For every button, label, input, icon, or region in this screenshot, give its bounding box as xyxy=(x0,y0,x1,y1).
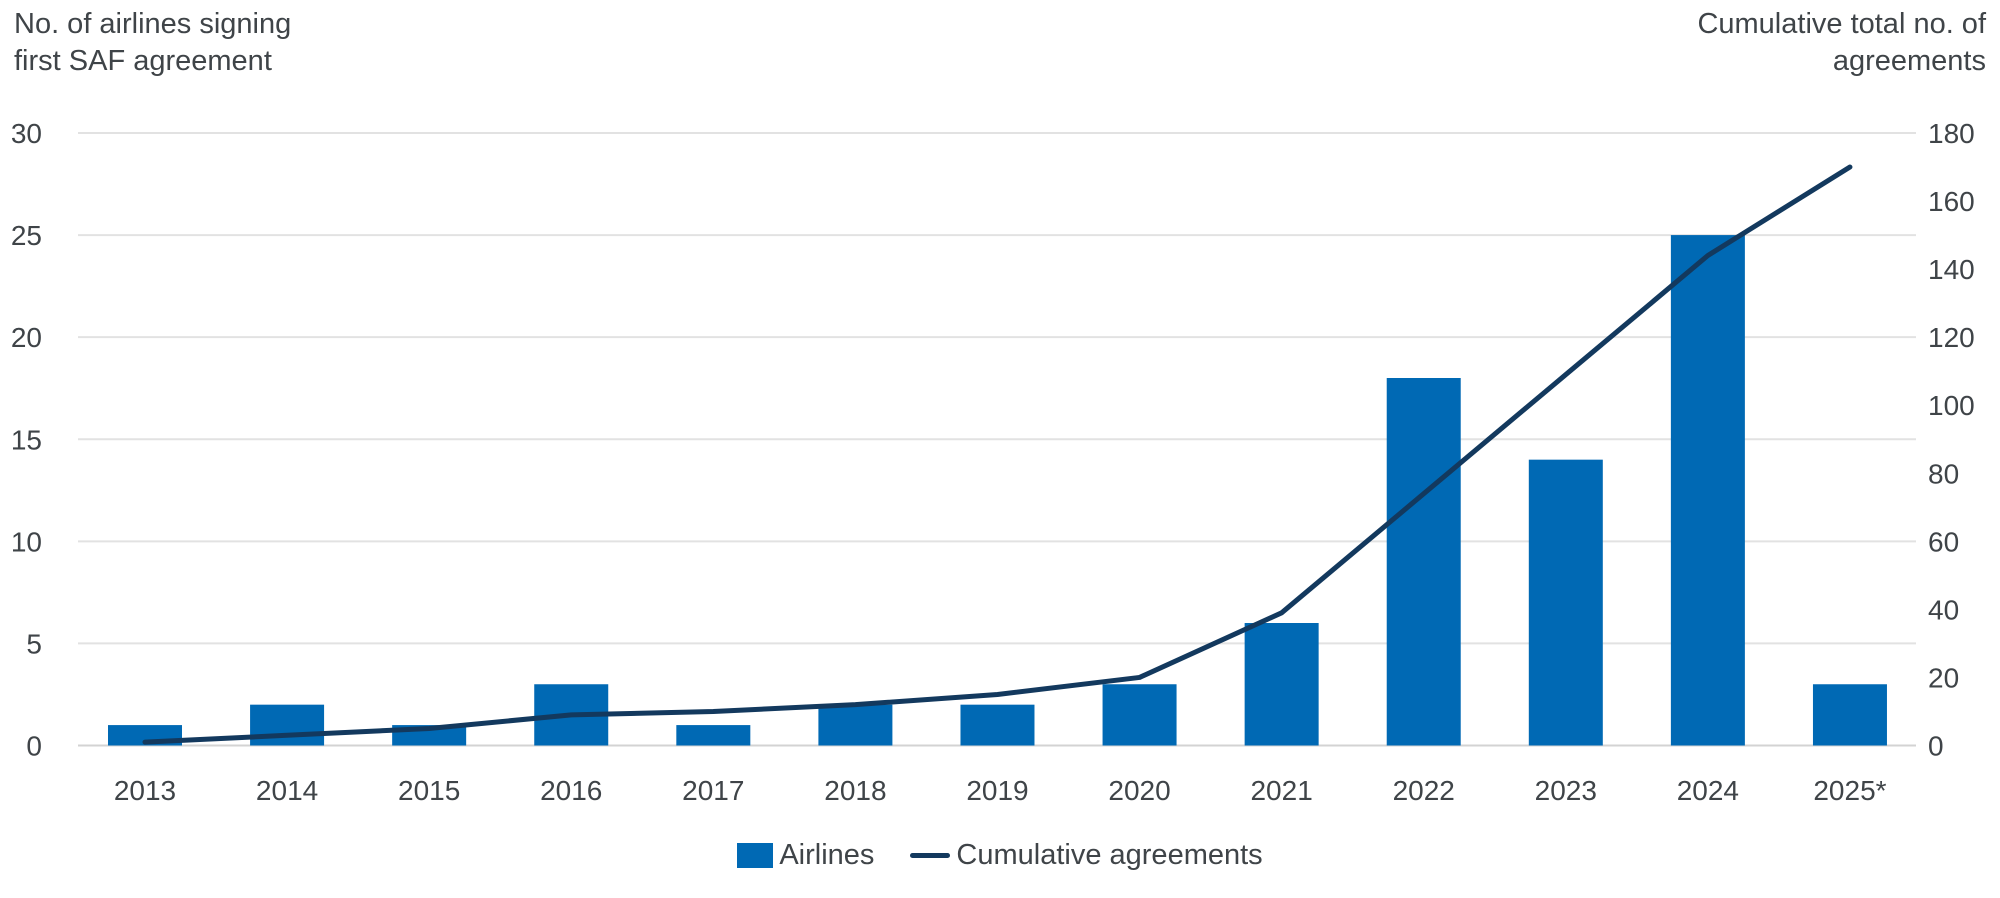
airlines-bar-2024 xyxy=(1670,235,1745,746)
x-axis-label-2013: 2013 xyxy=(114,775,176,806)
right-axis-tick-80: 80 xyxy=(1928,458,1959,489)
x-axis-label-2017: 2017 xyxy=(682,775,744,806)
right-axis-tick-60: 60 xyxy=(1928,526,1959,557)
airlines-bar-2014 xyxy=(250,704,325,746)
airlines-bar-2025 xyxy=(1812,684,1887,746)
legend-airlines-label: Airlines xyxy=(779,839,875,871)
x-axis-label-2015: 2015 xyxy=(398,775,460,806)
left-axis-tick-20: 20 xyxy=(11,322,42,353)
legend-item-cumulative: Cumulative agreements xyxy=(910,839,1263,872)
cumulative-agreements-line xyxy=(142,164,1853,745)
right-axis-tick-20: 20 xyxy=(1928,662,1959,693)
airlines-bar-2020 xyxy=(1102,684,1177,746)
airlines-bar-2019 xyxy=(960,704,1035,746)
left-axis-tick-30: 30 xyxy=(11,118,42,149)
airlines-bar-2023 xyxy=(1528,459,1603,746)
left-axis-tick-5: 5 xyxy=(26,628,42,659)
x-axis-label-2022: 2022 xyxy=(1393,775,1455,806)
left-axis-tick-0: 0 xyxy=(26,731,42,762)
x-axis-label-2020: 2020 xyxy=(1108,775,1170,806)
right-axis-title: Cumulative total no. of agreements xyxy=(1697,8,1986,77)
cumulative-line-swatch xyxy=(910,853,951,858)
x-axis-label-2024: 2024 xyxy=(1677,775,1739,806)
legend-cumulative-label: Cumulative agreements xyxy=(956,839,1263,871)
right-axis-tick-40: 40 xyxy=(1928,594,1959,625)
airlines-bar-2021 xyxy=(1244,623,1319,746)
right-axis-tick-160: 160 xyxy=(1928,186,1975,217)
legend-item-airlines: Airlines xyxy=(737,839,874,872)
left-axis-title: No. of airlines signing first SAF agreem… xyxy=(14,8,292,77)
x-axis-label-2016: 2016 xyxy=(540,775,602,806)
left-axis-tick-10: 10 xyxy=(11,526,42,557)
x-axis-label-2018: 2018 xyxy=(824,775,886,806)
right-axis-tick-120: 120 xyxy=(1928,322,1975,353)
left-axis-tick-25: 25 xyxy=(11,220,42,251)
airlines-bar-2017 xyxy=(676,725,751,746)
right-axis-tick-180: 180 xyxy=(1928,118,1975,149)
x-axis-label-2023: 2023 xyxy=(1535,775,1597,806)
airlines-bar-2018 xyxy=(818,704,893,746)
x-axis-label-2014: 2014 xyxy=(256,775,318,806)
x-axis-label-2021: 2021 xyxy=(1250,775,1312,806)
right-axis-tick-0: 0 xyxy=(1928,731,1944,762)
right-axis-tick-100: 100 xyxy=(1928,390,1975,421)
airlines-bar-swatch xyxy=(737,843,774,868)
airlines-bar-2022 xyxy=(1386,378,1461,746)
x-axis-label-2019: 2019 xyxy=(966,775,1028,806)
x-axis-label-2025: 2025* xyxy=(1813,775,1886,806)
left-axis-tick-15: 15 xyxy=(11,424,42,455)
chart-legend: Airlines Cumulative agreements xyxy=(0,839,2000,872)
right-axis-tick-140: 140 xyxy=(1928,254,1975,285)
